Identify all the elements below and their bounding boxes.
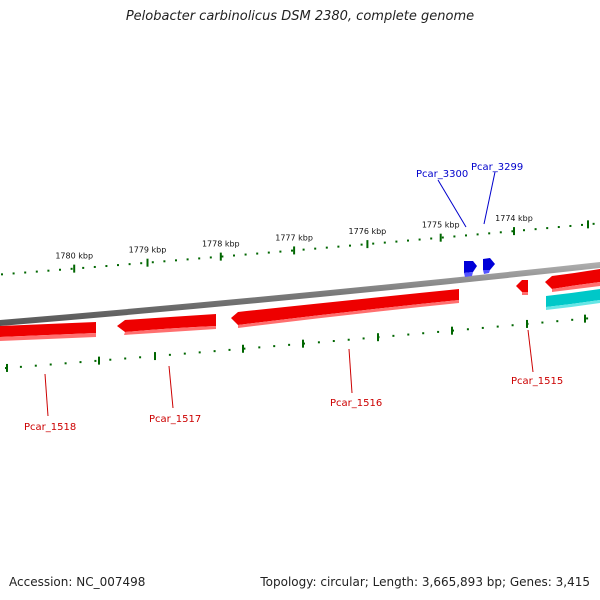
gene-Pcar_1518[interactable]: [0, 322, 96, 341]
tick-label: 1776 kbp: [349, 227, 387, 236]
tick-label: 1775 kbp: [422, 221, 460, 230]
label-Pcar_1515[interactable]: Pcar_1515: [511, 329, 563, 387]
gene-right-red-partial[interactable]: [545, 269, 600, 292]
svg-text:Pcar_1517: Pcar_1517: [149, 414, 201, 425]
svg-text:Pcar_1515: Pcar_1515: [511, 376, 563, 387]
svg-text:Pcar_3300: Pcar_3300: [416, 169, 468, 180]
inner-tick-track: [5, 314, 589, 372]
tick-label: 1777 kbp: [275, 233, 313, 242]
label-Pcar_3299[interactable]: Pcar_3299: [471, 162, 523, 225]
label-Pcar_1516[interactable]: Pcar_1516: [330, 348, 382, 409]
svg-text:Pcar_3299: Pcar_3299: [471, 162, 523, 173]
tick-label: 1780 kbp: [55, 252, 93, 261]
map-title: Pelobacter carbinolicus DSM 2380, comple…: [125, 9, 475, 24]
genome-backbone: [0, 262, 600, 326]
label-Pcar_1518[interactable]: Pcar_1518: [24, 373, 76, 433]
gene-right-cyan-partial[interactable]: [546, 289, 600, 310]
label-Pcar_1517[interactable]: Pcar_1517: [149, 365, 201, 425]
tick-label: 1779 kbp: [129, 246, 167, 255]
gene-Pcar_1516[interactable]: [231, 289, 459, 328]
outer-tick-track: 1774 kbp 1775 kbp 1776 kbp 1777 kbp 1778 kbp…: [1, 214, 595, 276]
tick-label: 1774 kbp: [495, 214, 533, 223]
gene-Pcar_1515[interactable]: [516, 280, 528, 295]
label-Pcar_3300[interactable]: Pcar_3300: [416, 169, 468, 228]
gene-Pcar_3299[interactable]: [483, 258, 495, 274]
svg-text:Pcar_1518: Pcar_1518: [24, 422, 76, 433]
topology-text: Topology: circular; Length: 3,665,893 bp…: [260, 575, 590, 589]
gene-Pcar_3300[interactable]: [464, 261, 477, 277]
svg-text:Pcar_1516: Pcar_1516: [330, 398, 382, 409]
gene-Pcar_1517[interactable]: [117, 314, 216, 335]
accession-text: Accession: NC_007498: [9, 575, 146, 589]
tick-label: 1778 kbp: [202, 240, 240, 249]
